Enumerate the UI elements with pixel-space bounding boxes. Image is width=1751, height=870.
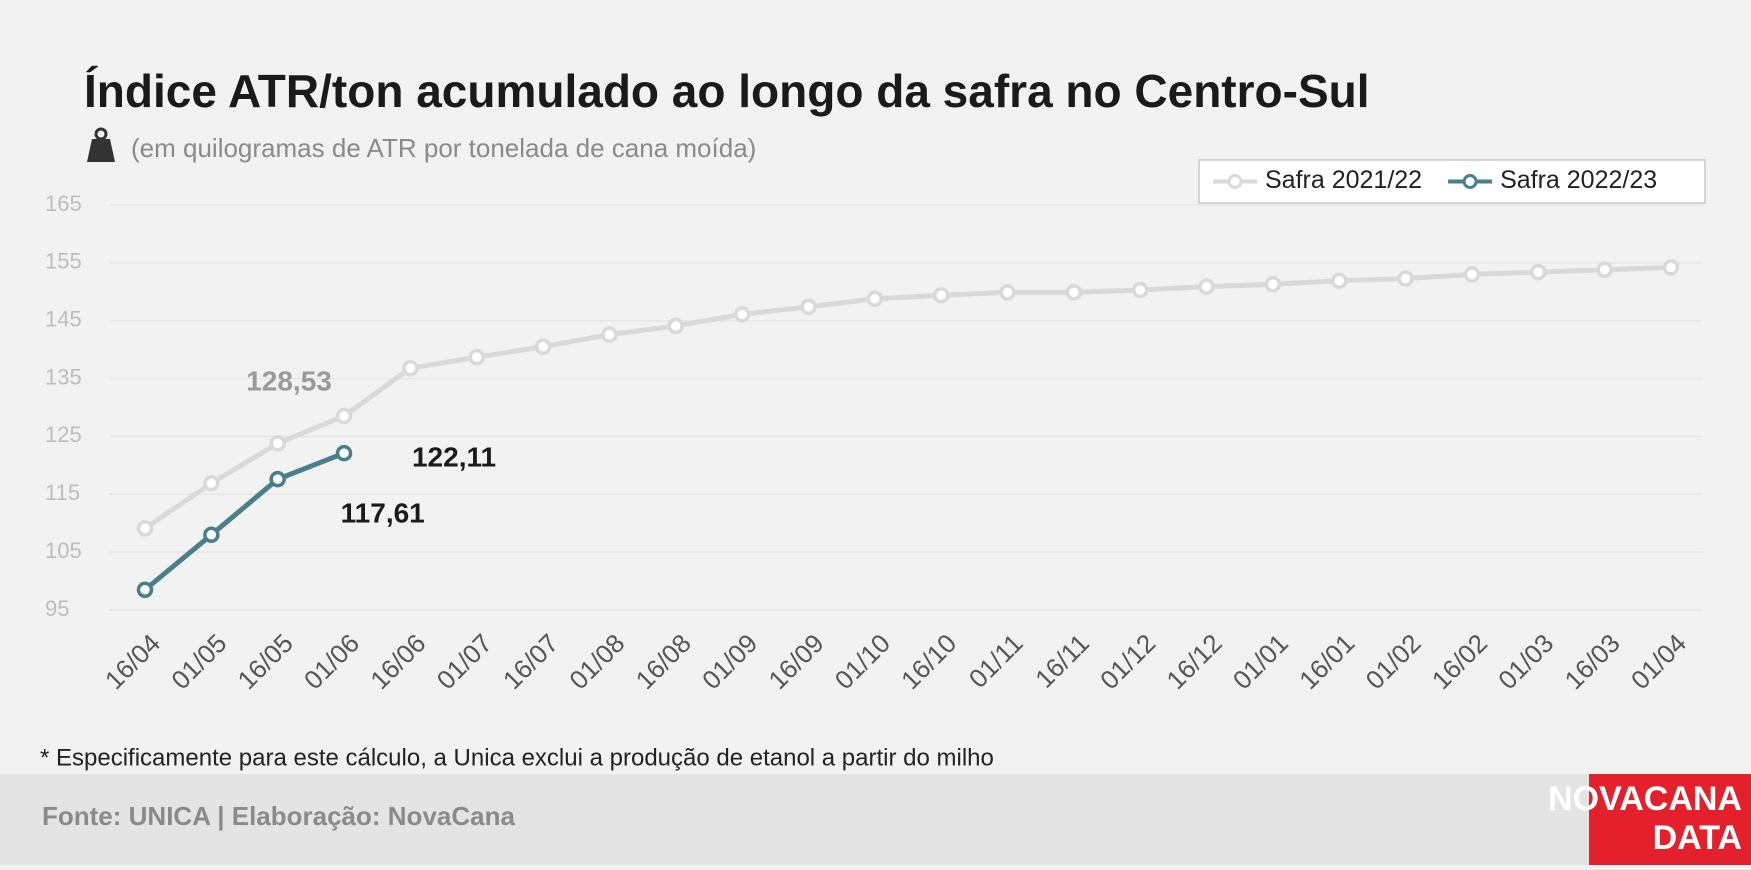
weight-icon [87, 127, 115, 162]
data-point [1131, 281, 1149, 299]
logo-text: DATA [1653, 819, 1742, 857]
legend-box [1198, 159, 1706, 204]
data-point [468, 348, 485, 366]
data-point [203, 475, 220, 492]
data-point [335, 444, 353, 462]
data-point [800, 298, 817, 316]
data-label: 122,11 [412, 442, 496, 473]
logo-text: NOVACANA [1548, 780, 1742, 818]
y-tick-label: 145 [45, 307, 82, 332]
y-tick-label: 115 [45, 480, 80, 505]
data-point [136, 581, 154, 598]
data-label: 128,53 [246, 365, 332, 396]
data-point [733, 306, 751, 323]
data-point [203, 526, 220, 544]
footer-band [0, 774, 1751, 865]
data-point [335, 407, 353, 425]
data-point [402, 359, 419, 377]
data-point [1530, 263, 1547, 281]
data-point [1264, 276, 1282, 293]
legend-label: Safra 2022/23 [1500, 166, 1657, 194]
y-tick-label: 155 [45, 249, 82, 274]
y-tick-label: 165 [45, 191, 82, 216]
data-point [534, 338, 552, 355]
y-tick-label: 125 [45, 422, 82, 447]
chart-title: Índice ATR/ton acumulado ao longo da saf… [84, 65, 1370, 117]
logo [1589, 774, 1751, 865]
series-line [143, 450, 345, 592]
data-point [1331, 272, 1348, 290]
data-point [1065, 284, 1083, 301]
legend-swatch [1227, 174, 1243, 189]
data-point [667, 317, 685, 335]
series-line [143, 264, 1672, 531]
data-point [601, 326, 618, 343]
legend-label: Safra 2021/22 [1265, 166, 1422, 194]
footnote: * Especificamente para este cálculo, a U… [40, 744, 994, 771]
data-label: 117,61 [341, 498, 425, 529]
data-point [866, 290, 884, 307]
data-point [1198, 278, 1215, 295]
data-point [932, 287, 950, 304]
data-point [1397, 270, 1414, 287]
data-point [1463, 266, 1481, 283]
data-point [1596, 261, 1613, 279]
data-point [269, 435, 286, 452]
data-point [269, 470, 286, 488]
y-tick-label: 95 [45, 596, 69, 621]
data-point [136, 520, 154, 537]
y-tick-label: 105 [45, 538, 82, 563]
chart-subtitle: (em quilogramas de ATR por tonelada de c… [131, 133, 756, 163]
y-tick-label: 135 [45, 364, 82, 389]
source: Fonte: UNICA | Elaboração: NovaCana [42, 801, 515, 831]
data-point [1662, 259, 1680, 276]
data-point [999, 284, 1016, 301]
legend-swatch [1462, 174, 1478, 189]
